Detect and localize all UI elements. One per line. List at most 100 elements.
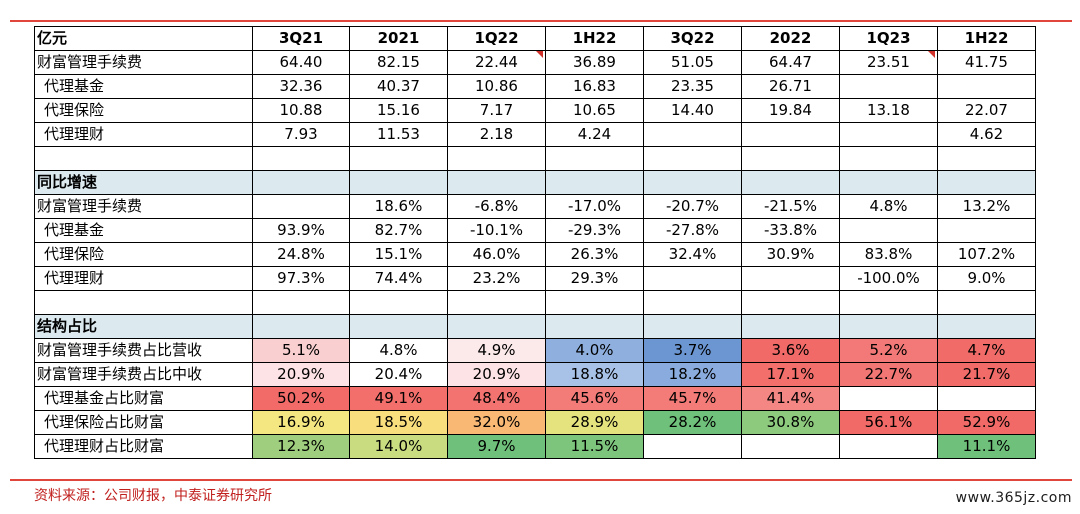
table-row: 财富管理手续费 64.40 82.15 22.44 36.89 51.05 64.47 23.…	[34, 50, 1036, 75]
table-cell	[252, 170, 350, 195]
table-cell	[741, 146, 840, 171]
row-label: 财富管理手续费占比中收	[34, 362, 253, 387]
table-row: 代理保险占比财富 16.9% 18.5% 32.0% 28.9% 28.2% 30.8% 56…	[34, 410, 1036, 435]
top-rule	[10, 20, 1072, 22]
table-cell	[252, 146, 350, 171]
table-cell: 13.2%	[937, 194, 1036, 219]
table-row: 代理基金 32.36 40.37 10.86 16.83 23.35 26.71	[34, 74, 1036, 99]
table-cell	[252, 290, 350, 315]
comment-flag	[536, 51, 543, 58]
table-cell: 11.1%	[937, 434, 1036, 459]
table-cell	[349, 290, 448, 315]
table-cell: -20.7%	[643, 194, 742, 219]
table-cell	[545, 170, 644, 195]
table-cell	[643, 146, 742, 171]
table-cell: 22.07	[937, 98, 1036, 123]
table-cell: 4.7%	[937, 338, 1036, 363]
table-cell	[839, 290, 938, 315]
table-cell	[447, 314, 546, 339]
table-cell: -6.8%	[447, 194, 546, 219]
header-label: 亿元	[34, 26, 253, 51]
section-row: 同比增速	[34, 170, 1036, 195]
table-cell	[839, 386, 938, 411]
table-cell: 15.16	[349, 98, 448, 123]
table-cell: 2.18	[447, 122, 546, 147]
table-row: 代理理财 7.93 11.53 2.18 4.24 4.62	[34, 122, 1036, 147]
table-cell: 15.1%	[349, 242, 448, 267]
table-cell: 22.44	[447, 50, 546, 75]
table-cell: 93.9%	[252, 218, 350, 243]
table-cell	[447, 290, 546, 315]
table-cell: 64.47	[741, 50, 840, 75]
table-cell	[741, 314, 840, 339]
table-cell: -21.5%	[741, 194, 840, 219]
table-cell: 7.93	[252, 122, 350, 147]
table-cell: 28.9%	[545, 410, 644, 435]
blank-row	[34, 290, 1036, 315]
table-cell	[839, 146, 938, 171]
table-cell: -33.8%	[741, 218, 840, 243]
row-label: 财富管理手续费	[34, 194, 253, 219]
table-cell: 10.65	[545, 98, 644, 123]
table-cell: 45.7%	[643, 386, 742, 411]
header-row: 亿元 3Q21 2021 1Q22 1H22 3Q22 2022 1Q23 1H…	[34, 26, 1036, 51]
table-cell: 4.8%	[349, 338, 448, 363]
row-label: 代理保险	[34, 242, 253, 267]
table-cell: 11.53	[349, 122, 448, 147]
table-cell: 82.15	[349, 50, 448, 75]
table-cell: 5.1%	[252, 338, 350, 363]
table-cell	[839, 218, 938, 243]
table-row: 代理基金占比财富 50.2% 49.1% 48.4% 45.6% 45.7% 41.4%	[34, 386, 1036, 411]
row-label: 代理保险	[34, 98, 253, 123]
table-cell	[937, 74, 1036, 99]
table-cell: -10.1%	[447, 218, 546, 243]
table-cell	[937, 170, 1036, 195]
watermark-text: www.365jz.com	[955, 490, 1072, 506]
table-row: 财富管理手续费占比中收 20.9% 20.4% 20.9% 18.8% 18.2% 17.1…	[34, 362, 1036, 387]
header-period: 1Q22	[447, 26, 546, 51]
table-cell: 14.40	[643, 98, 742, 123]
table-cell: 9.0%	[937, 266, 1036, 291]
table-cell: 26.71	[741, 74, 840, 99]
table-cell: 48.4%	[447, 386, 546, 411]
table-body: 亿元 3Q21 2021 1Q22 1H22 3Q22 2022 1Q23 1H…	[34, 26, 1036, 459]
table-cell: 97.3%	[252, 266, 350, 291]
table-cell	[741, 290, 840, 315]
table-cell: 41.4%	[741, 386, 840, 411]
table-cell: 4.8%	[839, 194, 938, 219]
table-cell: 10.86	[447, 74, 546, 99]
table-cell: 29.3%	[545, 266, 644, 291]
row-label: 代理理财	[34, 122, 253, 147]
table-cell	[937, 218, 1036, 243]
table-cell	[937, 146, 1036, 171]
table-row: 代理基金 93.9% 82.7% -10.1% -29.3% -27.8% -33.8%	[34, 218, 1036, 243]
table-cell: 32.4%	[643, 242, 742, 267]
table-cell	[839, 122, 938, 147]
table-cell: 22.7%	[839, 362, 938, 387]
table-cell	[741, 122, 840, 147]
row-label	[34, 290, 253, 315]
table-cell: 3.7%	[643, 338, 742, 363]
table-cell: 18.6%	[349, 194, 448, 219]
table-cell: 26.3%	[545, 242, 644, 267]
table-cell: 4.62	[937, 122, 1036, 147]
table-cell: 20.4%	[349, 362, 448, 387]
table-row: 财富管理手续费 18.6% -6.8% -17.0% -20.7% -21.5% 4.8% 1…	[34, 194, 1036, 219]
table-cell: 9.7%	[447, 434, 546, 459]
table-cell: 30.9%	[741, 242, 840, 267]
table-cell: 3.6%	[741, 338, 840, 363]
table-cell: 18.5%	[349, 410, 448, 435]
table-cell: 45.6%	[545, 386, 644, 411]
row-label	[34, 146, 253, 171]
table-cell: 52.9%	[937, 410, 1036, 435]
table-cell	[545, 314, 644, 339]
row-label: 代理保险占比财富	[34, 410, 253, 435]
row-label: 结构占比	[34, 314, 253, 339]
table-cell: 19.84	[741, 98, 840, 123]
table-cell	[447, 146, 546, 171]
table-cell: 16.83	[545, 74, 644, 99]
table-cell	[252, 194, 350, 219]
table-cell	[741, 170, 840, 195]
table-cell	[839, 170, 938, 195]
table-cell: 10.88	[252, 98, 350, 123]
